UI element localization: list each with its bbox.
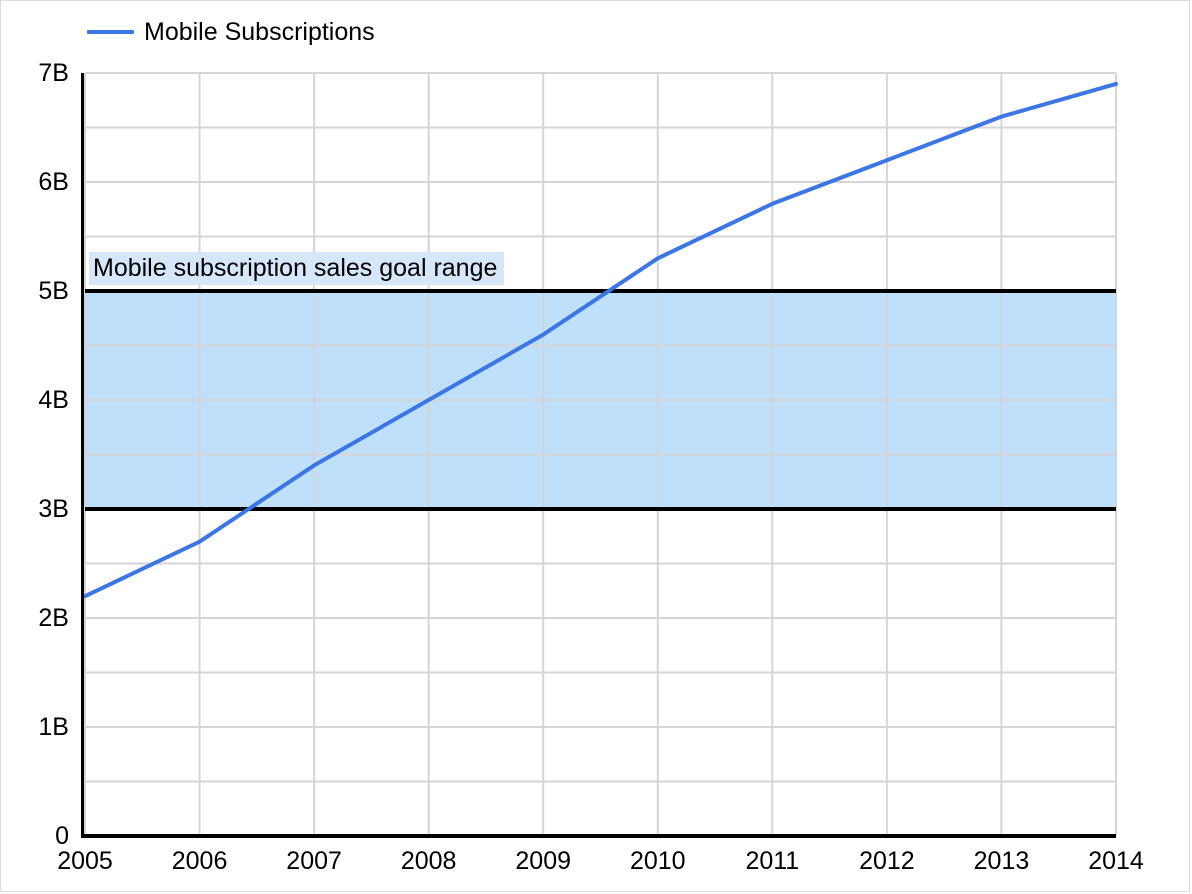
y-axis-tick-label: 0 <box>55 822 69 850</box>
y-axis-tick-label: 4B <box>38 386 69 414</box>
y-axis-tick-label: 5B <box>38 277 69 305</box>
y-axis-tick-label: 2B <box>38 604 69 632</box>
goal-range-label: Mobile subscription sales goal range <box>89 252 505 285</box>
legend-item-mobile-subscriptions[interactable]: Mobile Subscriptions <box>87 17 375 47</box>
legend-label: Mobile Subscriptions <box>144 18 375 46</box>
y-axis-tick-label: 7B <box>38 59 69 87</box>
x-axis-tick-label: 2013 <box>973 847 1030 875</box>
series-line-mobile-subscriptions[interactable] <box>83 81 1118 599</box>
y-axis-tick-label: 3B <box>38 495 69 523</box>
x-axis-tick-label: 2014 <box>1088 847 1144 875</box>
x-axis-tick-label: 2010 <box>629 847 686 875</box>
legend-line-swatch-icon <box>87 30 134 34</box>
y-axis-tick-label: 6B <box>38 168 69 196</box>
x-axis-tick-label: 2005 <box>57 847 113 875</box>
x-axis-tick-label: 2011 <box>745 847 800 875</box>
x-axis-tick-label: 2006 <box>171 847 228 875</box>
x-axis-tick-label: 2007 <box>286 847 342 875</box>
x-axis-tick-label: 2012 <box>859 847 915 875</box>
x-axis-tick-label: 2008 <box>400 847 457 875</box>
x-axis-tick-label: 2009 <box>515 847 572 875</box>
y-axis-tick-label: 1B <box>38 713 69 741</box>
